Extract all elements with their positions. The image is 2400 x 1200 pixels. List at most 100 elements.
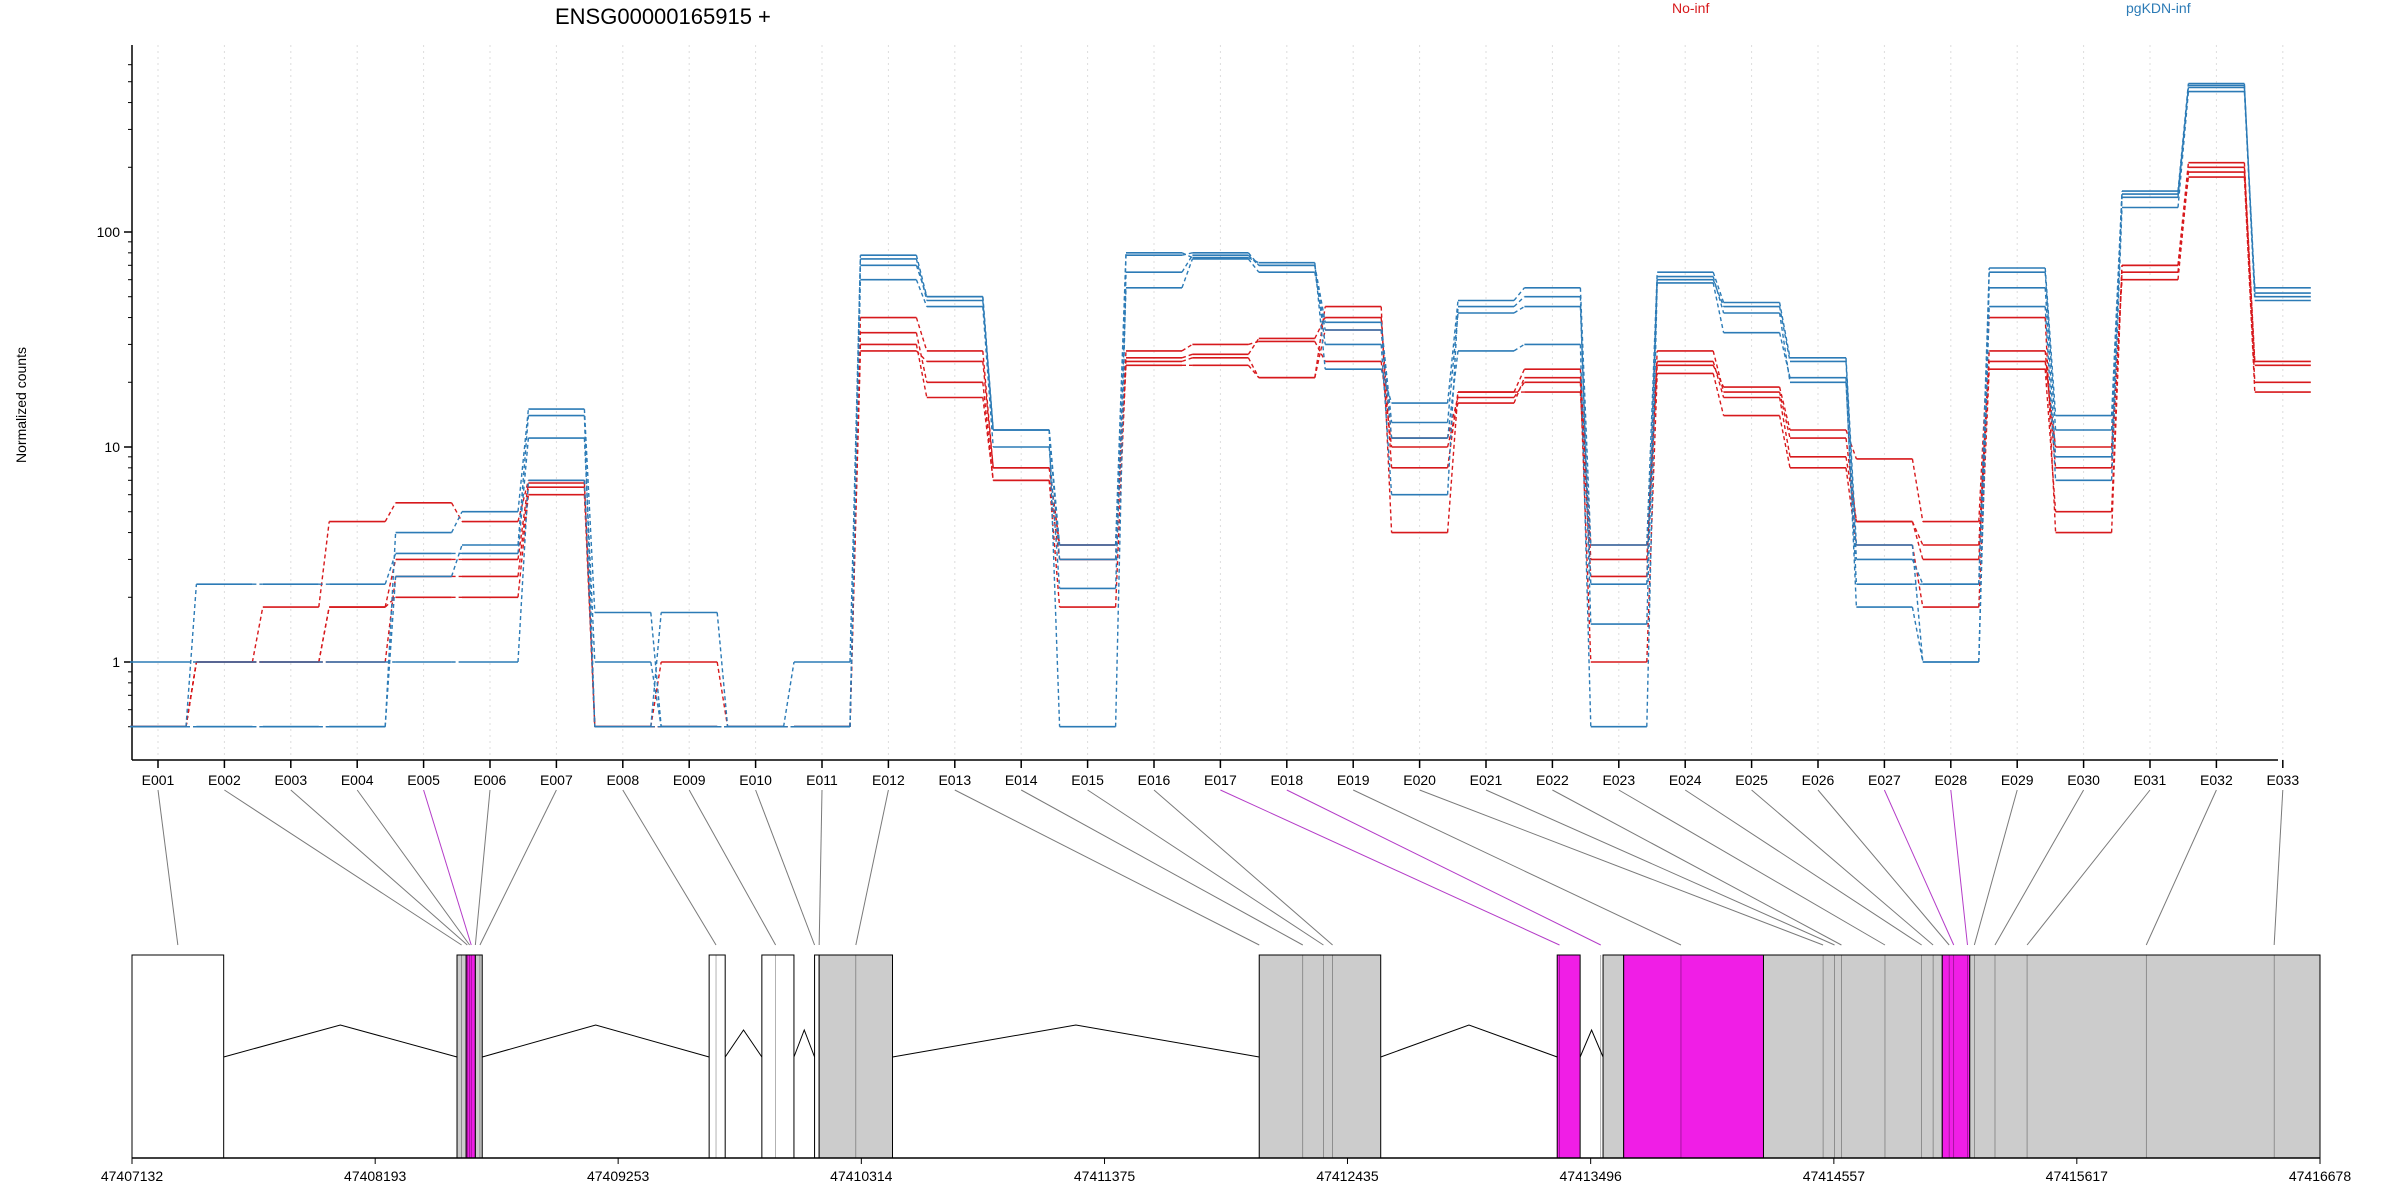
series-4-joins [186,91,2256,728]
series-2-joins [185,172,2256,728]
exon-box-10 [1602,954,1625,1159]
x-tick-label-e024: E024 [1669,772,1702,788]
intron-line [482,1024,710,1058]
x-tick-label-e001: E001 [142,772,175,788]
connector-e024 [1684,789,1922,946]
connector-e027 [1883,789,1955,946]
genomic-tick-label: 47409253 [587,1168,650,1184]
connector-e018 [1286,789,1601,946]
x-tick-label-e023: E023 [1602,772,1635,788]
intron-line [1579,1028,1604,1058]
connector-e014 [1020,789,1304,946]
genomic-tick-label: 47414557 [1803,1168,1866,1184]
connector-e033 [2273,789,2284,946]
connector-e002 [224,789,462,946]
x-tick-label-e007: E007 [540,772,573,788]
x-tick-label-e026: E026 [1802,772,1835,788]
x-tick-label-e004: E004 [341,772,374,788]
x-tick-label-e018: E018 [1270,772,1303,788]
x-tick-label-e010: E010 [739,772,772,788]
exon-box-6 [814,954,820,1159]
x-tick-label-e027: E027 [1868,772,1901,788]
connector-e012 [855,789,889,946]
series-5-joins [185,87,2256,728]
connector-e028 [1950,789,1968,946]
connector-e030 [1994,789,2085,946]
exon-box-4 [708,954,726,1159]
y-tick-label: 100 [97,224,121,240]
connector-e031 [2026,789,2151,946]
exon-box-0 [131,954,225,1159]
x-tick-label-e014: E014 [1005,772,1038,788]
connector-e008 [622,789,717,946]
x-tick-label-e006: E006 [474,772,507,788]
connector-e009 [688,789,777,946]
connector-e017 [1220,789,1560,946]
exon-box-5 [761,954,795,1159]
connector-e025 [1751,789,1934,946]
series-7-joins [186,83,2256,728]
genomic-tick-label: 47415617 [2046,1168,2109,1184]
genomic-tick-label: 47410314 [830,1168,893,1184]
x-tick-label-e002: E002 [208,772,241,788]
x-tick-label-e022: E022 [1536,772,1569,788]
grid-lines [157,45,2284,760]
connector-e019 [1352,789,1682,946]
genomic-tick-label: 47407132 [101,1168,164,1184]
x-tick-label-e033: E033 [2266,772,2299,788]
exon-box-3 [474,954,483,1159]
connector-e006 [474,789,491,946]
x-tick-label-e025: E025 [1735,772,1768,788]
connector-e010 [755,789,816,946]
series-7-levels [130,82,2311,728]
x-tick-label-e028: E028 [1934,772,1967,788]
genomic-tick-label: 47411375 [1074,1168,1135,1184]
connector-e020 [1419,789,1824,946]
x-tick-label-e011: E011 [806,772,838,788]
connector-e026 [1817,789,1950,946]
y-tick-label: 10 [104,439,120,455]
genomic-tick-label: 47408193 [344,1168,407,1184]
connector-e015 [1087,789,1324,946]
x-tick-label-e013: E013 [938,772,971,788]
x-tick-label-e016: E016 [1138,772,1171,788]
y-axis-label: Normalized counts [13,347,29,463]
exon-box-9 [1556,954,1581,1159]
connector-e011 [818,789,823,946]
x-axis: E001 E002 E003 E004 E005 E006 E007 E008 E009 E010… [132,759,2299,788]
x-tick-label-e032: E032 [2200,772,2233,788]
exon-box-11 [1623,954,1764,1159]
x-tick-label-e003: E003 [274,772,307,788]
connector-e003 [290,789,468,946]
x-tick-label-e019: E019 [1337,772,1370,788]
gene-model [131,954,2321,1159]
y-axis: 1 10 100 [97,45,133,760]
connector-e023 [1618,789,1886,946]
series-3-joins [185,162,2256,728]
x-tick-label-e009: E009 [673,772,706,788]
x-tick-label-e031: E031 [2134,772,2167,788]
connector-e004 [356,789,471,946]
intron-line [1380,1024,1558,1058]
x-tick-label-e029: E029 [2001,772,2034,788]
connector-e013 [954,789,1260,946]
series-4-levels [130,90,2311,728]
intron-line [223,1024,458,1058]
legend-no-inf: No-inf [1672,0,1709,16]
exon-box-12 [1762,954,1943,1159]
connector-e005 [423,789,472,946]
intron-line [892,1024,1260,1058]
exon-connectors [157,789,2284,946]
connector-e032 [2145,789,2217,946]
series-lines [130,82,2311,728]
legend-pgkdn-inf: pgKDN-inf [2126,0,2191,16]
x-tick-label-e008: E008 [606,772,639,788]
genomic-tick-label: 47416678 [2289,1168,2352,1184]
y-tick-label: 1 [112,654,120,670]
genomic-axis: 47407132 47408193 47409253 47410314 47411375… [101,1157,2352,1184]
genomic-tick-label: 47413496 [1560,1168,1623,1184]
exon-box-8 [1258,954,1382,1159]
intron-line [793,1028,816,1058]
x-tick-label-e012: E012 [872,772,905,788]
